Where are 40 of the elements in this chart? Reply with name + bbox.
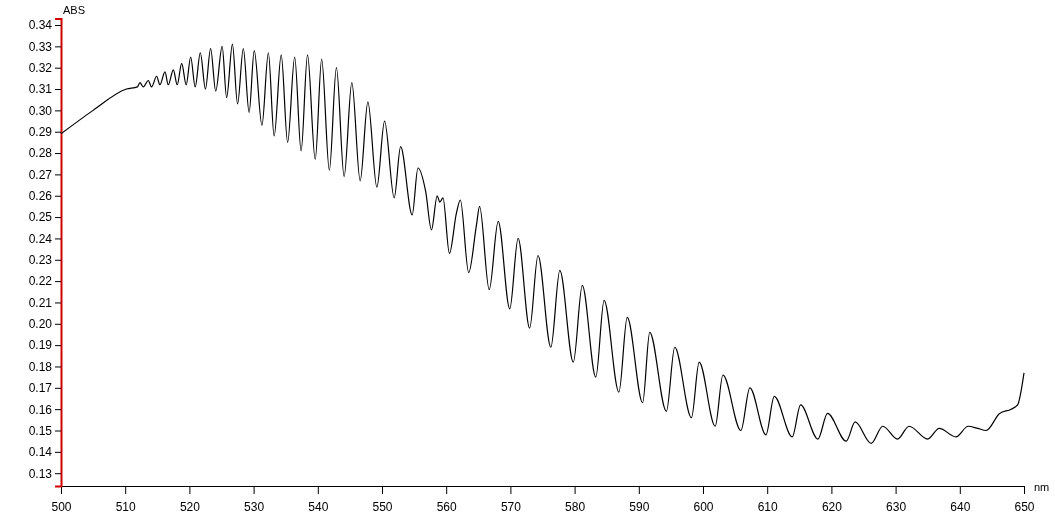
y-tick-label: 0.19	[28, 338, 53, 353]
x-tick-label: 590	[629, 500, 650, 515]
y-tick-label: 0.17	[28, 381, 53, 396]
y-tick-label: 0.14	[28, 445, 53, 460]
y-axis-title: ABS	[63, 3, 86, 16]
y-tick-label: 0.29	[28, 125, 53, 140]
x-tick-label: 610	[757, 500, 779, 515]
y-tick-label: 0.24	[28, 231, 53, 246]
y-tick-label: 0.26	[28, 189, 53, 204]
x-tick-label: 510	[115, 500, 137, 515]
x-tick-label: 530	[244, 500, 265, 515]
y-tick-label: 0.23	[28, 253, 53, 268]
x-tick-label: 550	[372, 500, 393, 515]
x-tick-label: 570	[500, 500, 522, 515]
y-tick-label: 0.21	[28, 295, 53, 310]
y-tick-label: 0.20	[28, 317, 53, 332]
y-tick-label: 0.33	[28, 39, 53, 54]
y-tick-label: 0.32	[28, 61, 53, 76]
y-tick-label: 0.18	[28, 359, 53, 374]
x-tick-label: 500	[51, 500, 72, 515]
y-tick-label: 0.13	[28, 466, 53, 481]
y-tick-label: 0.34	[28, 18, 53, 33]
x-tick-label: 580	[565, 500, 586, 515]
y-tick-label: 0.25	[28, 210, 53, 225]
y-tick-label: 0.31	[28, 82, 53, 97]
y-tick-label: 0.28	[28, 146, 53, 161]
x-tick-label: 630	[886, 500, 907, 515]
x-tick-label: 650	[1014, 500, 1035, 515]
x-tick-label: 640	[950, 500, 971, 515]
x-axis-title: nm	[1034, 481, 1050, 493]
y-tick-label: 0.30	[28, 103, 53, 118]
y-tick-label: 0.15	[28, 423, 53, 438]
y-tick-label: 0.22	[28, 274, 53, 289]
y-tick-label: 0.27	[28, 167, 53, 182]
x-tick-label: 520	[179, 500, 201, 515]
x-tick-label: 620	[821, 500, 843, 515]
x-tick-label: 540	[308, 500, 329, 515]
x-tick-label: 560	[436, 500, 458, 515]
x-tick-label: 600	[693, 500, 714, 515]
y-tick-label: 0.16	[28, 402, 53, 417]
